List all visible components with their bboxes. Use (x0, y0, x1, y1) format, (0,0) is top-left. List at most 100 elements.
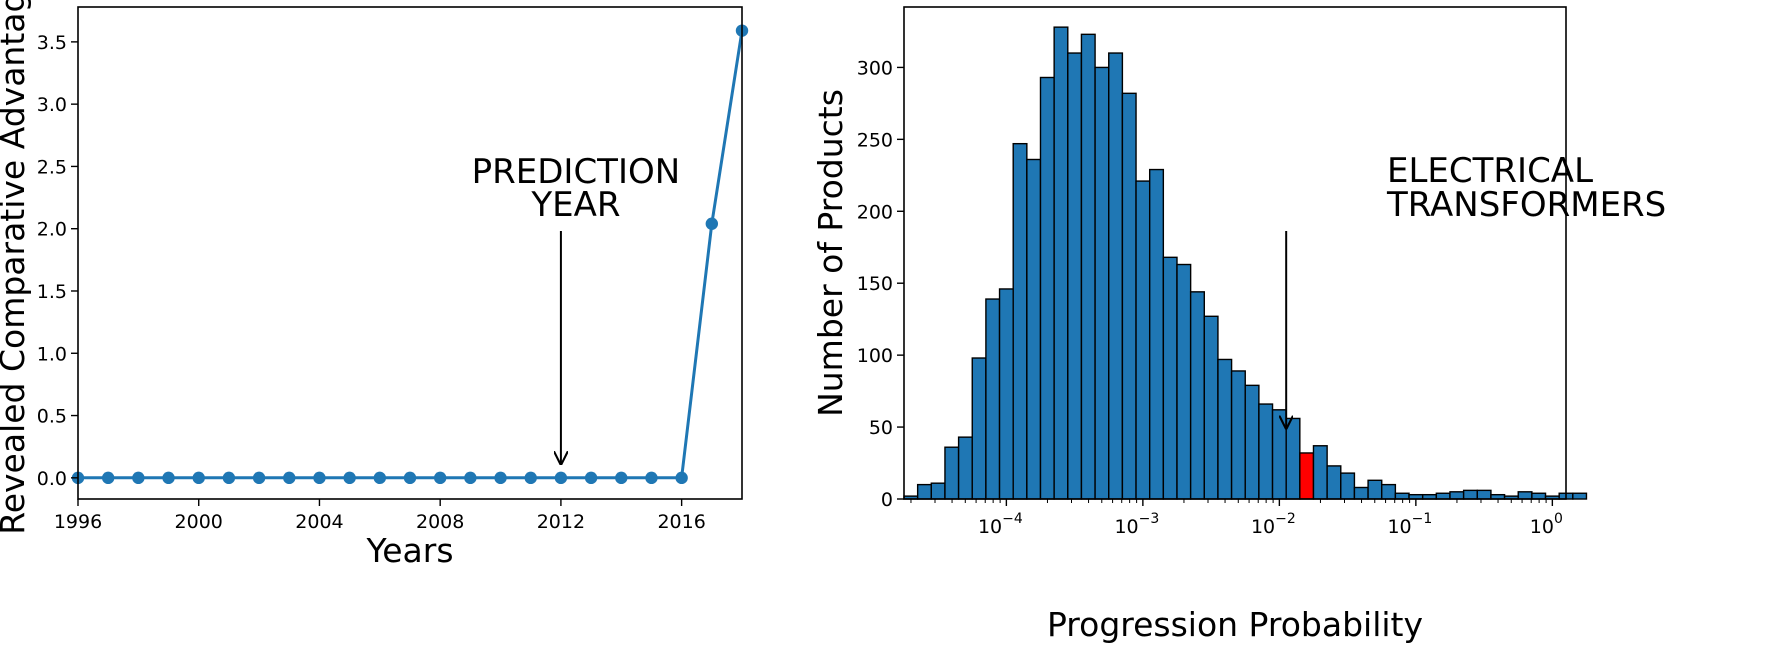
tick-exponent: 0 (1554, 511, 1563, 527)
rca-point (162, 471, 175, 485)
left-y-tick-label: 0.5 (37, 406, 67, 428)
annotation-line-1: ELECTRICAL (1387, 151, 1593, 191)
histogram-bar (916, 483, 933, 500)
right-y-axis-label: Number of Products (811, 89, 850, 417)
left-x-tick-label: 2016 (657, 511, 705, 533)
histogram-bar (1353, 486, 1369, 500)
rca-point (403, 471, 417, 485)
histogram-bar (1162, 256, 1178, 500)
left-y-tick-label: 2.5 (37, 156, 67, 178)
left-y-tick-label: 2.0 (37, 219, 67, 241)
tick-base: 10 (1387, 516, 1411, 538)
right-x-tick-label: 100 (1530, 511, 1563, 538)
histogram-bar (1026, 158, 1042, 500)
histogram-bar (1326, 465, 1342, 500)
tick-exponent: −1 (1412, 511, 1433, 527)
electrical-transformers-annotation: ELECTRICAL TRANSFORMERS (1286, 151, 1666, 428)
left-y-axis-label: Revealed Comparative Advantage (0, 0, 32, 535)
right-x-tick-label: 10−4 (978, 511, 1023, 538)
rca-point (524, 471, 537, 485)
right-y-tick-label: 100 (857, 345, 893, 367)
histogram-bar (1244, 384, 1260, 500)
histogram-bar (1517, 491, 1533, 500)
left-y-tick-label: 3.0 (37, 94, 67, 116)
left-x-axis-label: Years (365, 531, 453, 570)
histogram-bar (1271, 409, 1287, 500)
rca-point (283, 471, 296, 485)
histogram-bar (1080, 33, 1096, 500)
histogram-bar (1340, 472, 1356, 500)
histogram-bar (944, 446, 960, 500)
histogram-bar (998, 288, 1014, 500)
rca-point (554, 471, 568, 485)
histogram-bar (1067, 52, 1083, 500)
annotation-line-2: YEAR (530, 185, 620, 225)
rca-point (494, 471, 507, 485)
right-y-tick-label: 50 (869, 417, 893, 439)
histogram-bar (1230, 370, 1246, 500)
rca-point (675, 471, 688, 485)
histogram-bar (957, 436, 973, 500)
histogram-bar (1572, 492, 1588, 500)
rca-point (433, 471, 447, 485)
right-x-axis-label: Progression Probability (1047, 605, 1423, 644)
histogram-bar (1462, 489, 1478, 500)
left-x-tick-label: 2008 (416, 511, 464, 533)
left-plot-frame (77, 6, 743, 500)
histogram-bar (1394, 492, 1410, 500)
right-y-tick-label: 300 (857, 57, 893, 79)
rca-point (252, 471, 266, 485)
tick-base: 10 (1530, 516, 1554, 538)
histogram-bar (1217, 358, 1233, 500)
tick-base: 10 (1251, 516, 1275, 538)
right-x-tick-label: 10−2 (1251, 511, 1296, 538)
histogram-bar (1476, 489, 1492, 500)
right-y-tick-label: 200 (857, 201, 893, 223)
left-axis-ticks: 1996 2000 2004 2008 2012 2016 0.0 0.5 1.0 1.5 2.0 2… (37, 32, 706, 533)
tick-exponent: −2 (1275, 511, 1296, 527)
histogram-bar (1449, 491, 1465, 500)
histogram-bar (1053, 26, 1069, 500)
rca-point (132, 471, 145, 485)
right-x-tick-label: 10−1 (1387, 511, 1432, 538)
tick-exponent: −4 (1002, 511, 1023, 527)
histogram-bar (1531, 492, 1547, 500)
left-y-tick-label: 3.5 (37, 32, 67, 54)
left-y-tick-label: 1.0 (37, 343, 67, 365)
right-plot-frame (903, 6, 1567, 500)
right-y-tick-label: 150 (857, 273, 893, 295)
rca-point (192, 471, 205, 485)
rca-point (373, 471, 387, 485)
left-x-tick-label: 2004 (295, 511, 343, 533)
histogram-bar (1189, 291, 1205, 500)
histogram-bar (1312, 445, 1328, 500)
histogram-bar (1381, 483, 1397, 500)
left-x-tick-label: 2000 (175, 511, 223, 533)
histogram-bar (1258, 403, 1274, 500)
histogram-bar-highlighted (1299, 452, 1315, 500)
histogram-bar (985, 298, 1001, 500)
prediction-year-annotation: PREDICTION YEAR (472, 152, 680, 464)
histogram-bar (1135, 180, 1151, 500)
rca-series (71, 24, 749, 485)
rca-point (615, 471, 628, 485)
histogram-bar (1039, 76, 1055, 500)
right-x-tick-label: 10−3 (1114, 511, 1159, 538)
tick-base: 10 (978, 516, 1002, 538)
left-y-tick-label: 0.0 (37, 468, 67, 490)
histogram-bar (1285, 417, 1301, 500)
histogram-bar (1012, 142, 1028, 500)
right-y-tick-label: 0 (881, 489, 893, 511)
tick-exponent: −3 (1139, 511, 1160, 527)
rca-line (78, 30, 744, 480)
histogram-bar (930, 482, 946, 500)
left-x-tick-label: 2012 (537, 511, 585, 533)
left-y-tick-label: 1.5 (37, 281, 67, 303)
rca-point (464, 471, 477, 485)
left-x-tick-label: 1996 (54, 511, 102, 533)
rca-point (584, 471, 598, 485)
histogram-bar (1108, 52, 1124, 500)
